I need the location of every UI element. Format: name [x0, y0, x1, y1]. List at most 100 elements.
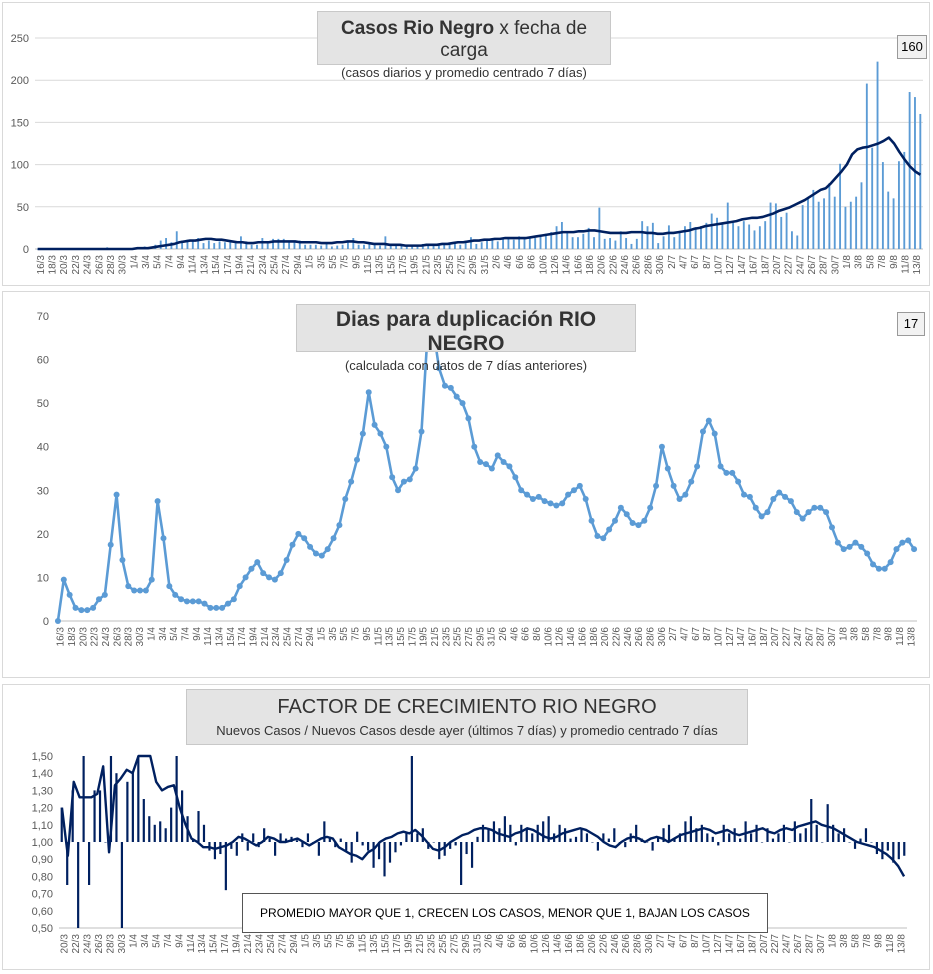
bar	[897, 161, 900, 249]
x-tick-label: 20/6	[597, 255, 608, 275]
x-tick-label: 24/3	[83, 934, 94, 954]
bar	[301, 842, 304, 848]
bar	[534, 238, 537, 249]
data-point	[207, 604, 214, 611]
data-point	[348, 478, 355, 485]
x-tick-label: 29/5	[468, 255, 479, 275]
x-tick-label: 13/8	[912, 255, 923, 275]
bar	[828, 183, 831, 249]
x-tick-label: 27/4	[277, 934, 288, 954]
data-point	[735, 478, 742, 485]
bar	[624, 842, 627, 848]
y-tick-label: 1,50	[32, 751, 53, 763]
bar	[512, 239, 515, 249]
y-tick-label: 40	[37, 442, 49, 454]
x-tick-label: 21/4	[243, 934, 254, 954]
data-point	[172, 591, 179, 598]
data-point	[266, 574, 273, 581]
bar	[892, 842, 895, 863]
bar	[159, 240, 162, 249]
data-point	[764, 509, 771, 516]
x-tick-label: 6/6	[515, 255, 526, 269]
x-tick-label: 22/3	[71, 255, 82, 275]
data-point	[529, 496, 536, 502]
bar	[357, 244, 360, 249]
x-tick-label: 5/8	[850, 934, 861, 948]
bar	[266, 241, 269, 249]
data-point	[289, 541, 296, 548]
bar	[377, 842, 381, 860]
series-line	[60, 754, 906, 877]
x-tick-label: 20/3	[78, 627, 89, 647]
x-tick-label: 30/6	[644, 934, 655, 954]
bar	[71, 790, 74, 842]
x-tick-label: 26/6	[632, 255, 643, 275]
data-point	[899, 539, 906, 546]
x-tick-label: 24/6	[623, 627, 634, 647]
bar	[582, 233, 585, 249]
data-point	[189, 598, 196, 605]
bar	[137, 756, 140, 842]
x-tick-label: 26/3	[94, 255, 105, 275]
data-point	[653, 482, 660, 489]
data-point	[840, 546, 847, 553]
x-tick-label: 16/6	[577, 627, 588, 647]
bar	[596, 842, 599, 851]
data-point	[201, 600, 208, 607]
bar	[197, 238, 200, 249]
x-tick-label: 8/6	[532, 627, 543, 641]
bar	[175, 231, 178, 249]
bar	[256, 244, 258, 249]
bar	[460, 842, 463, 885]
bar	[769, 202, 772, 249]
x-tick-label: 22/6	[611, 627, 622, 647]
data-point	[793, 509, 800, 516]
bar	[306, 833, 310, 842]
bar	[109, 756, 113, 842]
bar	[395, 244, 398, 249]
chart-title-rest: x fecha de carga	[440, 18, 588, 61]
value-badge: 17	[897, 312, 925, 336]
bar	[764, 221, 767, 249]
data-point	[617, 504, 624, 511]
bar	[908, 92, 911, 250]
x-tick-label: 2/7	[656, 934, 667, 948]
x-tick-label: 3/4	[140, 934, 151, 948]
x-tick-label: 21/5	[421, 255, 432, 275]
x-tick-label: 21/5	[430, 627, 441, 647]
data-point	[723, 469, 730, 476]
bar	[181, 240, 184, 249]
data-point	[805, 509, 812, 516]
bar	[191, 241, 194, 249]
x-tick-label: 20/3	[59, 255, 70, 275]
x-tick-label: 13/4	[214, 627, 225, 647]
bar	[475, 243, 478, 249]
bar	[314, 244, 317, 249]
bar	[848, 842, 851, 843]
bar	[252, 833, 255, 842]
bar	[525, 828, 528, 842]
bar	[833, 196, 836, 249]
data-point	[893, 546, 900, 553]
bar	[749, 833, 753, 842]
x-tick-label: 9/4	[192, 627, 203, 641]
data-point	[629, 519, 636, 526]
bar	[580, 828, 583, 842]
data-point	[101, 591, 108, 598]
x-tick-label: 3/8	[839, 934, 850, 948]
data-point	[142, 587, 149, 594]
chart-title: Dias para duplicación RIO NEGRO	[335, 308, 597, 355]
x-tick-label: 5/5	[339, 627, 350, 641]
data-point	[219, 604, 226, 611]
x-tick-label: 16/3	[56, 627, 67, 647]
bar	[77, 842, 80, 928]
x-tick-label: 10/7	[714, 627, 725, 647]
y-tick-label: 50	[17, 202, 29, 214]
x-tick-label: 13/4	[199, 255, 210, 275]
x-tick-label: 14/7	[724, 934, 735, 954]
chart-subtitle: (casos diarios y promedio centrado 7 día…	[341, 65, 587, 80]
bar	[591, 842, 594, 843]
bar	[224, 842, 227, 891]
x-tick-label: 15/5	[381, 934, 392, 954]
bar	[577, 237, 579, 249]
